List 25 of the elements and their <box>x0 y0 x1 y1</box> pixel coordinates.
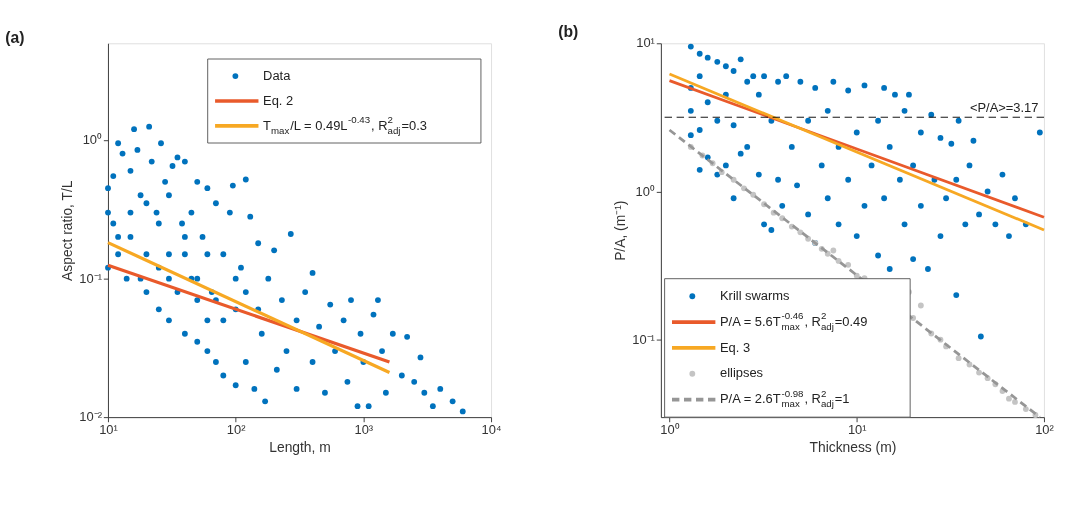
x-tick-label: 10⁰ <box>660 422 680 438</box>
chart-title: (b) <box>558 22 579 40</box>
legend-label: Eq. 3 <box>720 339 751 355</box>
x-axis-title: Thickness (m) <box>809 438 897 455</box>
y-tick-label: 10⁻¹ <box>632 331 656 347</box>
legend-label: ellipses <box>720 365 764 381</box>
x-tick-label: 10⁴ <box>481 422 502 438</box>
y-tick-label: 10⁻¹ <box>79 270 103 286</box>
y-tick-label: 10¹ <box>636 35 656 51</box>
x-tick-label: 10³ <box>354 422 374 438</box>
x-tick-label: 10¹ <box>99 422 119 438</box>
legend-label: Data <box>263 67 292 83</box>
y-tick-label: 10⁻² <box>79 409 103 425</box>
y-axis-title: P/A, (m⁻¹) <box>612 200 629 261</box>
x-axis-title: Length, m <box>269 438 331 455</box>
y-tick-label: 10⁰ <box>635 183 655 199</box>
x-tick-label: 10² <box>1035 422 1055 438</box>
y-tick-label: 10⁰ <box>82 132 102 148</box>
chart-title: (a) <box>5 29 25 47</box>
x-tick-label: 10² <box>226 422 247 438</box>
legend-label: Krill swarms <box>720 287 790 303</box>
y-axis-title: Aspect ratio, T/L <box>59 180 76 281</box>
ref-line-label: <P/A>=3.17 <box>969 99 1039 115</box>
x-tick-label: 10¹ <box>847 422 868 438</box>
legend-label: Eq. 2 <box>263 92 294 108</box>
